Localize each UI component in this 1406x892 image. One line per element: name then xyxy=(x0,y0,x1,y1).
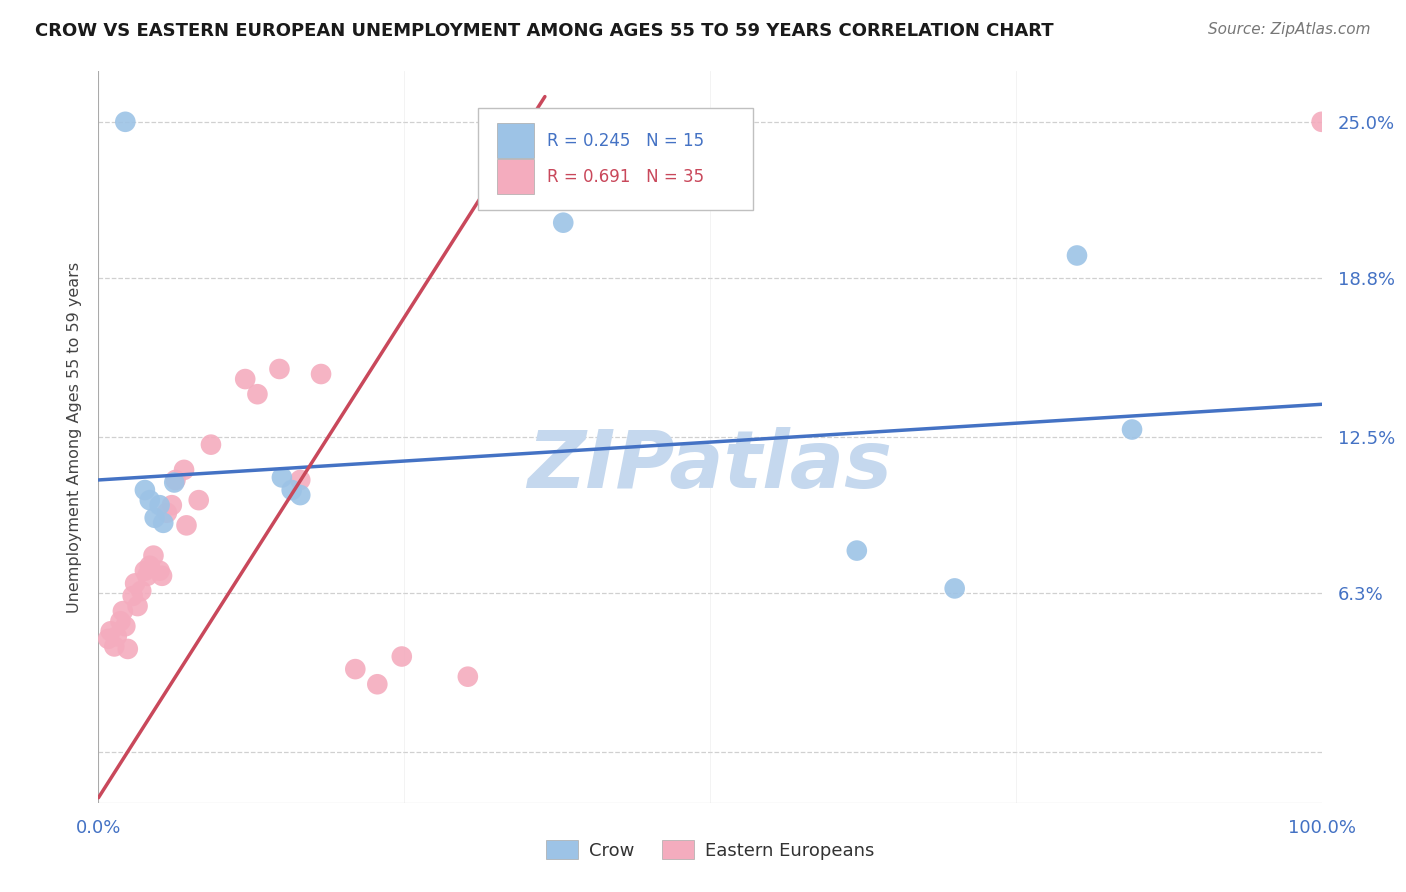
Point xyxy=(114,619,136,633)
Point xyxy=(134,564,156,578)
Point xyxy=(344,662,367,676)
Text: CROW VS EASTERN EUROPEAN UNEMPLOYMENT AMONG AGES 55 TO 59 YEARS CORRELATION CHAR: CROW VS EASTERN EUROPEAN UNEMPLOYMENT AM… xyxy=(35,22,1053,40)
Point xyxy=(233,372,256,386)
Point xyxy=(163,475,186,490)
Point xyxy=(100,624,122,639)
Point xyxy=(114,115,136,129)
Point xyxy=(150,569,173,583)
Point xyxy=(290,488,312,502)
FancyBboxPatch shape xyxy=(478,108,752,211)
Point xyxy=(152,516,174,530)
Text: Source: ZipAtlas.com: Source: ZipAtlas.com xyxy=(1208,22,1371,37)
Text: R = 0.691   N = 35: R = 0.691 N = 35 xyxy=(547,168,704,186)
Point xyxy=(270,470,294,484)
Point xyxy=(280,483,302,497)
Point xyxy=(269,362,291,376)
Point xyxy=(1310,115,1333,129)
Point xyxy=(127,599,149,613)
Point xyxy=(457,670,479,684)
Point xyxy=(553,216,575,230)
Point xyxy=(160,498,183,512)
Point xyxy=(149,564,172,578)
Point xyxy=(134,483,156,497)
Point xyxy=(143,510,166,524)
Point xyxy=(117,642,139,657)
Point xyxy=(845,543,868,558)
Text: R = 0.245   N = 15: R = 0.245 N = 15 xyxy=(547,132,704,150)
Point xyxy=(142,549,165,563)
Point xyxy=(200,437,222,451)
Point xyxy=(139,493,162,508)
Point xyxy=(309,367,332,381)
Point xyxy=(187,493,209,508)
Point xyxy=(110,614,132,628)
Point xyxy=(111,604,134,618)
Point xyxy=(165,473,187,487)
Point xyxy=(103,640,125,654)
Text: ZIPatlas: ZIPatlas xyxy=(527,427,893,506)
Point xyxy=(290,473,312,487)
Point xyxy=(176,518,198,533)
Point xyxy=(97,632,120,646)
Point xyxy=(366,677,388,691)
Point xyxy=(943,582,966,596)
Point xyxy=(1066,248,1088,262)
Point xyxy=(149,498,172,512)
Y-axis label: Unemployment Among Ages 55 to 59 years: Unemployment Among Ages 55 to 59 years xyxy=(66,261,82,613)
Point xyxy=(1121,423,1143,437)
FancyBboxPatch shape xyxy=(498,123,534,159)
Point xyxy=(105,629,128,643)
Point xyxy=(124,576,146,591)
Point xyxy=(139,558,162,573)
Point xyxy=(173,463,195,477)
Point xyxy=(391,649,413,664)
Point xyxy=(246,387,269,401)
Point xyxy=(136,569,159,583)
FancyBboxPatch shape xyxy=(498,159,534,194)
Point xyxy=(121,589,143,603)
Point xyxy=(156,506,179,520)
Point xyxy=(129,583,152,598)
Legend: Crow, Eastern Europeans: Crow, Eastern Europeans xyxy=(538,832,882,867)
